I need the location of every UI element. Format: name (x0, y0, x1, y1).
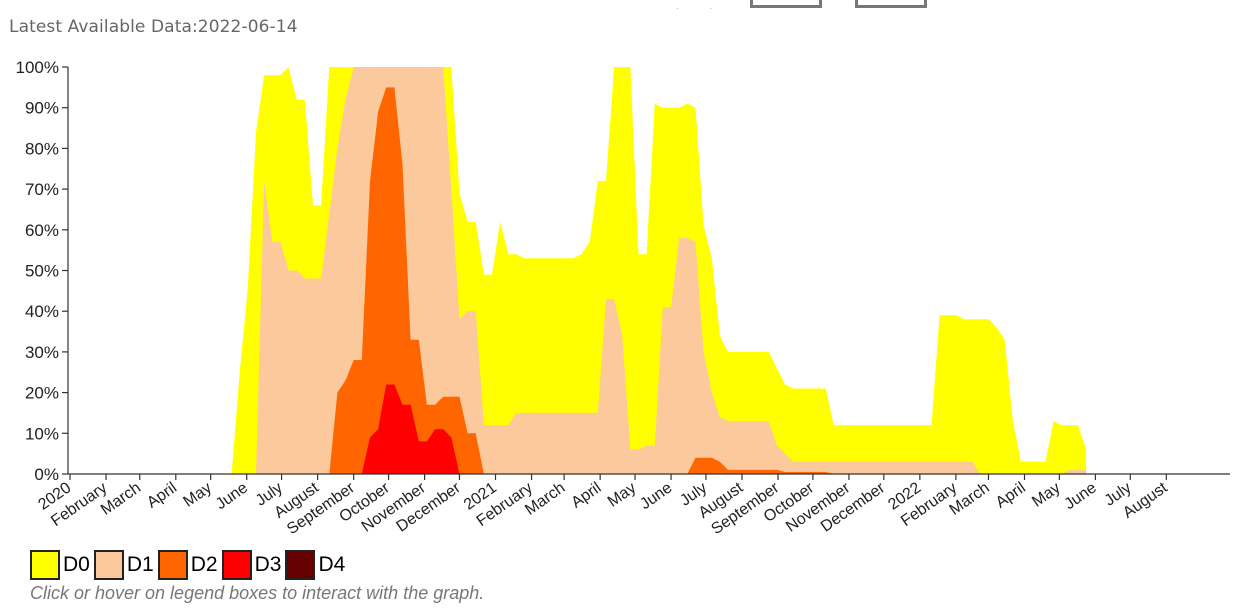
legend-hint: Click or hover on legend boxes to intera… (30, 583, 485, 603)
y-tick-label: 40% (25, 302, 59, 321)
x-tick-label: May (180, 479, 215, 510)
legend-label-d4: D4 (318, 553, 346, 576)
y-tick-label: 10% (25, 424, 59, 443)
x-tick-label: March (98, 479, 144, 518)
series-area-d1 (256, 67, 1087, 474)
x-tick-label: April (568, 479, 604, 511)
latest-available-data: Latest Available Data:2022-06-14 (9, 17, 298, 37)
legend-item-d2[interactable]: D2 (157, 550, 220, 580)
y-tick-label: 50% (25, 262, 59, 281)
x-tick-label: June (213, 479, 251, 513)
legend-item-d4[interactable]: D4 (285, 550, 347, 580)
legend-label-d3: D3 (254, 553, 282, 576)
x-tick-label: June (637, 479, 675, 513)
series-layer (231, 67, 1087, 475)
top-toggle-button-right[interactable] (855, 0, 927, 8)
legend-label-d2: D2 (190, 553, 218, 576)
legend-box-d1[interactable] (93, 550, 124, 580)
y-tick-label: 90% (25, 99, 59, 118)
x-tick-label: May (1029, 479, 1064, 510)
x-tick-label: April (144, 479, 180, 511)
y-tick-label: 0% (34, 465, 59, 484)
x-tick-label: June (1062, 479, 1100, 513)
legend-item-d3[interactable]: D3 (221, 550, 284, 580)
y-axis: 0% 10% 20% 30% 40% 50% 60% 70% 80% 90% 100% (16, 58, 69, 484)
top-separator-dots: · · (676, 4, 713, 13)
legend-box-d3[interactable] (221, 550, 252, 580)
y-tick-label: 70% (25, 180, 59, 199)
x-tick-label: May (605, 479, 640, 510)
y-tick-label: 30% (25, 343, 59, 362)
legend-box-d2[interactable] (157, 550, 188, 580)
legend: D0 D1 D2 D3 D4 (30, 548, 349, 582)
top-toggle-button-left[interactable] (750, 0, 822, 8)
legend-item-d1[interactable]: D1 (93, 550, 156, 580)
y-tick-label: 20% (25, 384, 59, 403)
legend-label-d1: D1 (126, 553, 154, 576)
y-tick-label: 80% (25, 139, 59, 158)
legend-label-d0: D0 (63, 553, 90, 576)
legend-box-d0[interactable] (30, 550, 60, 580)
drought-area-chart: 0% 10% 20% 30% 40% 50% 60% 70% 80% 90% 100% 2020Fe… (16, 58, 1230, 538)
x-tick-label: April (993, 479, 1029, 511)
y-tick-label: 60% (25, 221, 59, 240)
legend-box-d4[interactable] (285, 550, 316, 580)
legend-item-d0[interactable]: D0 (30, 550, 92, 580)
series-area-d3 (361, 384, 460, 474)
y-tick-label: 100% (16, 58, 59, 77)
